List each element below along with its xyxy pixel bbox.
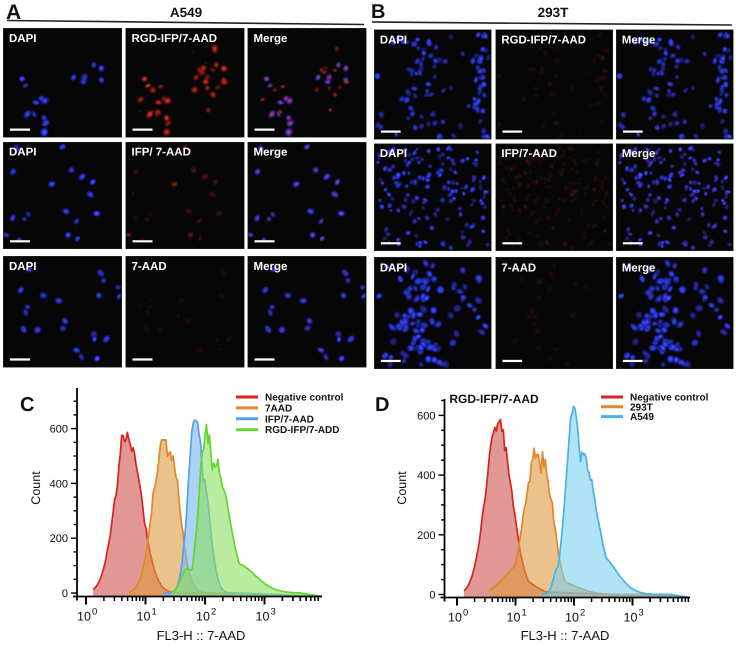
svg-text:B: B xyxy=(371,1,385,23)
svg-text:RGD-IFP/7-AAD: RGD-IFP/7-AAD xyxy=(449,392,539,406)
svg-text:IFP/7-AAD: IFP/7-AAD xyxy=(265,414,314,425)
svg-text:DAPI: DAPI xyxy=(380,262,407,274)
svg-text:Negative control: Negative control xyxy=(630,393,709,404)
svg-text:1: 1 xyxy=(152,607,157,618)
svg-text:RGD-IFP/7-AAD: RGD-IFP/7-AAD xyxy=(501,35,586,47)
svg-text:DAPI: DAPI xyxy=(9,147,36,159)
svg-text:10: 10 xyxy=(565,611,579,625)
svg-text:7-AAD: 7-AAD xyxy=(501,262,536,274)
svg-text:2: 2 xyxy=(211,607,216,618)
svg-text:200: 200 xyxy=(417,530,435,542)
svg-text:3: 3 xyxy=(271,607,276,618)
svg-text:A549: A549 xyxy=(170,5,202,20)
svg-text:Merge: Merge xyxy=(622,35,655,47)
svg-text:293T: 293T xyxy=(630,402,653,413)
svg-text:DAPI: DAPI xyxy=(9,33,36,45)
svg-text:600: 600 xyxy=(417,410,435,422)
svg-text:10: 10 xyxy=(77,610,91,624)
svg-text:A: A xyxy=(6,1,21,24)
svg-text:FL3-H :: 7-AAD: FL3-H :: 7-AAD xyxy=(521,628,610,643)
svg-text:0: 0 xyxy=(92,607,97,618)
svg-text:Count: Count xyxy=(395,471,409,505)
svg-text:IFP/7-AAD: IFP/7-AAD xyxy=(501,148,557,160)
svg-text:Count: Count xyxy=(29,471,43,505)
svg-text:10: 10 xyxy=(448,611,462,625)
svg-text:Merge: Merge xyxy=(254,147,288,159)
svg-text:7-AAD: 7-AAD xyxy=(132,261,167,273)
svg-text:400: 400 xyxy=(50,478,68,490)
svg-text:2: 2 xyxy=(580,608,585,619)
svg-text:293T: 293T xyxy=(538,5,570,20)
svg-text:IFP/ 7-AAD: IFP/ 7-AAD xyxy=(132,147,191,159)
svg-text:10: 10 xyxy=(137,610,151,624)
svg-text:0: 0 xyxy=(463,608,468,619)
svg-text:0: 0 xyxy=(429,590,435,602)
svg-text:10: 10 xyxy=(196,610,210,624)
svg-text:Negative control: Negative control xyxy=(265,393,344,404)
svg-text:600: 600 xyxy=(50,424,68,436)
svg-text:7AAD: 7AAD xyxy=(265,403,292,414)
svg-text:1: 1 xyxy=(522,608,527,619)
svg-text:10: 10 xyxy=(256,610,270,624)
svg-text:RGD-IFP/7-ADD: RGD-IFP/7-ADD xyxy=(265,425,339,436)
svg-text:0: 0 xyxy=(62,588,68,600)
svg-text:3: 3 xyxy=(639,608,644,619)
svg-text:10: 10 xyxy=(507,611,521,625)
svg-text:DAPI: DAPI xyxy=(9,261,36,273)
svg-text:DAPI: DAPI xyxy=(380,35,407,47)
svg-text:Merge: Merge xyxy=(254,261,288,273)
svg-text:Merge: Merge xyxy=(622,262,655,274)
svg-text:Merge: Merge xyxy=(622,148,655,160)
svg-text:200: 200 xyxy=(50,533,68,545)
svg-text:FL3-H :: 7-AAD: FL3-H :: 7-AAD xyxy=(157,628,246,643)
svg-text:10: 10 xyxy=(624,611,638,625)
svg-text:Merge: Merge xyxy=(254,33,288,45)
svg-text:C: C xyxy=(20,394,34,416)
svg-text:A549: A549 xyxy=(630,412,654,423)
svg-text:400: 400 xyxy=(417,470,435,482)
svg-text:D: D xyxy=(375,394,389,416)
svg-text:RGD-IFP/7-AAD: RGD-IFP/7-AAD xyxy=(132,33,218,45)
svg-text:DAPI: DAPI xyxy=(380,148,407,160)
